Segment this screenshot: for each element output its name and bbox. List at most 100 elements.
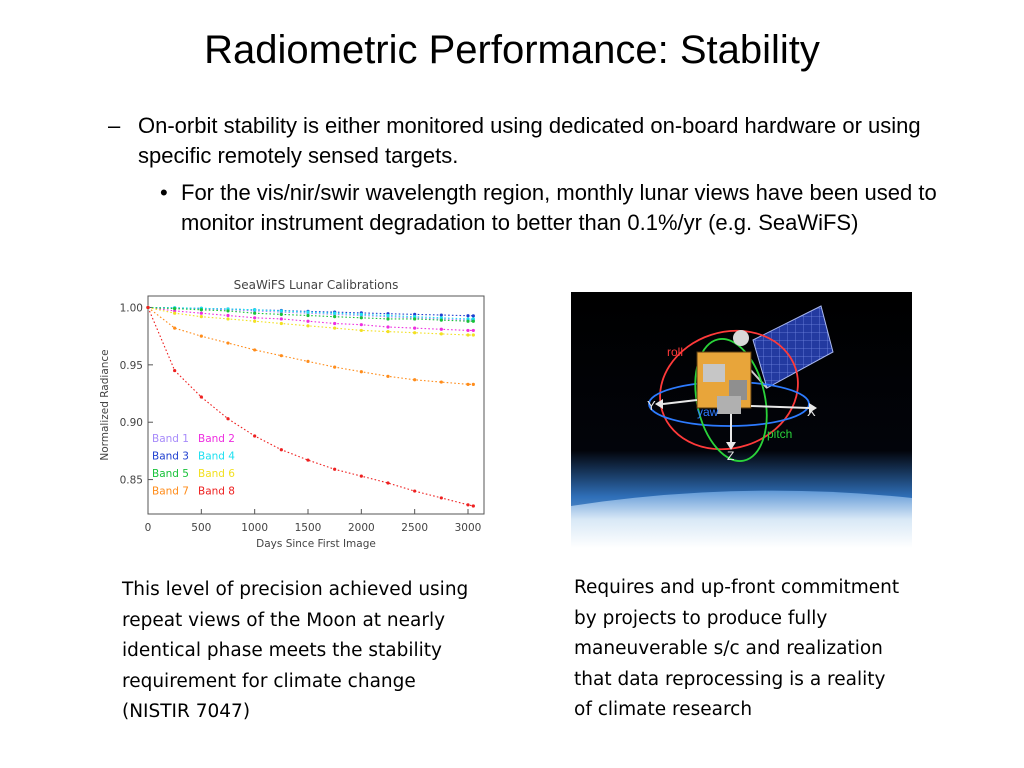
data-point (199, 395, 203, 399)
slide-title: Radiometric Performance: Stability (204, 28, 820, 72)
data-point (386, 481, 390, 485)
data-point (466, 314, 470, 318)
bullet-level-1-text: On-orbit stability is either monitored u… (138, 113, 921, 168)
yaw-label: yaw (697, 405, 719, 419)
data-point (306, 319, 310, 323)
data-point (471, 314, 475, 318)
data-point (439, 380, 443, 384)
x-tick-label: 1500 (295, 522, 322, 534)
data-point (253, 311, 257, 315)
data-point (471, 317, 475, 321)
data-point (279, 309, 283, 313)
data-point (439, 332, 443, 336)
data-point (359, 328, 363, 333)
series-line (147, 306, 474, 322)
data-point (306, 313, 310, 318)
x-label: X (807, 404, 816, 419)
series-line (147, 306, 474, 320)
legend-entry: Band 5 (152, 468, 189, 480)
series-line (147, 306, 474, 317)
data-point (173, 326, 177, 330)
bullet-dash: – (108, 113, 121, 138)
data-point (333, 467, 337, 471)
data-point (386, 374, 390, 378)
data-point (173, 311, 177, 315)
data-point (439, 316, 443, 320)
data-point (333, 365, 337, 369)
data-point (306, 458, 310, 462)
data-point (386, 317, 390, 321)
data-point (413, 326, 417, 330)
caption-left-line: identical phase meets the stability (122, 640, 443, 661)
legend-entry: Band 7 (152, 486, 189, 498)
data-point (173, 368, 177, 373)
data-point (306, 310, 310, 314)
y-tick-label: 0.85 (120, 475, 143, 487)
y-axis-arrow (662, 399, 698, 405)
data-point (471, 319, 475, 323)
data-point (253, 319, 257, 323)
data-point (306, 324, 310, 328)
data-point (226, 341, 230, 345)
data-point (359, 474, 363, 478)
data-point (466, 333, 470, 337)
data-point (279, 321, 283, 326)
data-point (199, 315, 203, 319)
data-point (439, 327, 443, 331)
series-line (147, 306, 474, 336)
data-point (439, 318, 443, 322)
data-point (439, 496, 443, 500)
y-tick-label: 0.90 (120, 417, 143, 429)
caption-right-line: maneuverable s/c and realization (574, 638, 883, 659)
data-point (359, 312, 363, 316)
data-point (146, 305, 150, 310)
data-point (333, 311, 337, 315)
data-point (359, 370, 363, 374)
caption-left-line: repeat views of the Moon at nearly (122, 609, 446, 631)
caption-right-line: that data reprocessing is a reality (574, 668, 886, 690)
data-point (253, 348, 257, 352)
data-point (386, 329, 390, 334)
spacecraft-orientation-figure: roll yaw pitch X Y Z (571, 292, 912, 548)
data-point (173, 309, 177, 313)
data-point (333, 321, 337, 326)
x-axis-arrowhead (809, 403, 817, 413)
data-point (226, 417, 230, 421)
legend-entry: Band 8 (198, 486, 235, 498)
data-point (199, 311, 203, 315)
data-point (173, 307, 177, 311)
series-line (147, 306, 474, 331)
caption-left-line: (NISTIR 7047) (122, 701, 251, 722)
data-point (279, 312, 283, 316)
caption-left-line: This level of precision achieved using (122, 579, 469, 600)
data-point (471, 382, 475, 386)
data-point (199, 308, 203, 312)
legend-entry: Band 1 (152, 433, 189, 445)
data-point (413, 331, 417, 335)
data-point (253, 316, 257, 320)
earth-horizon (571, 490, 912, 548)
x-tick-label: 1000 (241, 522, 268, 534)
caption-right-line: of climate research (574, 699, 753, 720)
data-point (386, 325, 390, 329)
data-point (359, 323, 363, 327)
series-line (147, 306, 474, 321)
data-point (279, 448, 283, 452)
y-axis-label: Normalized Radiance (99, 349, 111, 460)
x-tick-label: 3000 (455, 522, 482, 534)
series-line (147, 307, 474, 385)
bullet-level-2-text: For the vis/nir/swir wavelength region, … (181, 180, 937, 235)
data-point (413, 317, 417, 321)
lunar-calibration-chart: SeaWiFS Lunar Calibrations 0 500 1000 1500 20… (99, 278, 485, 550)
data-point (333, 326, 337, 330)
data-point (413, 312, 417, 316)
data-point (466, 328, 470, 333)
data-point (226, 317, 230, 321)
x-axis-label: Days Since First Image (256, 538, 376, 550)
data-point (471, 504, 475, 508)
caption-right-line: by projects to produce fully (574, 607, 828, 629)
data-point (471, 333, 475, 337)
data-point (466, 319, 470, 323)
data-point (413, 378, 417, 382)
roll-label: roll (667, 345, 683, 359)
